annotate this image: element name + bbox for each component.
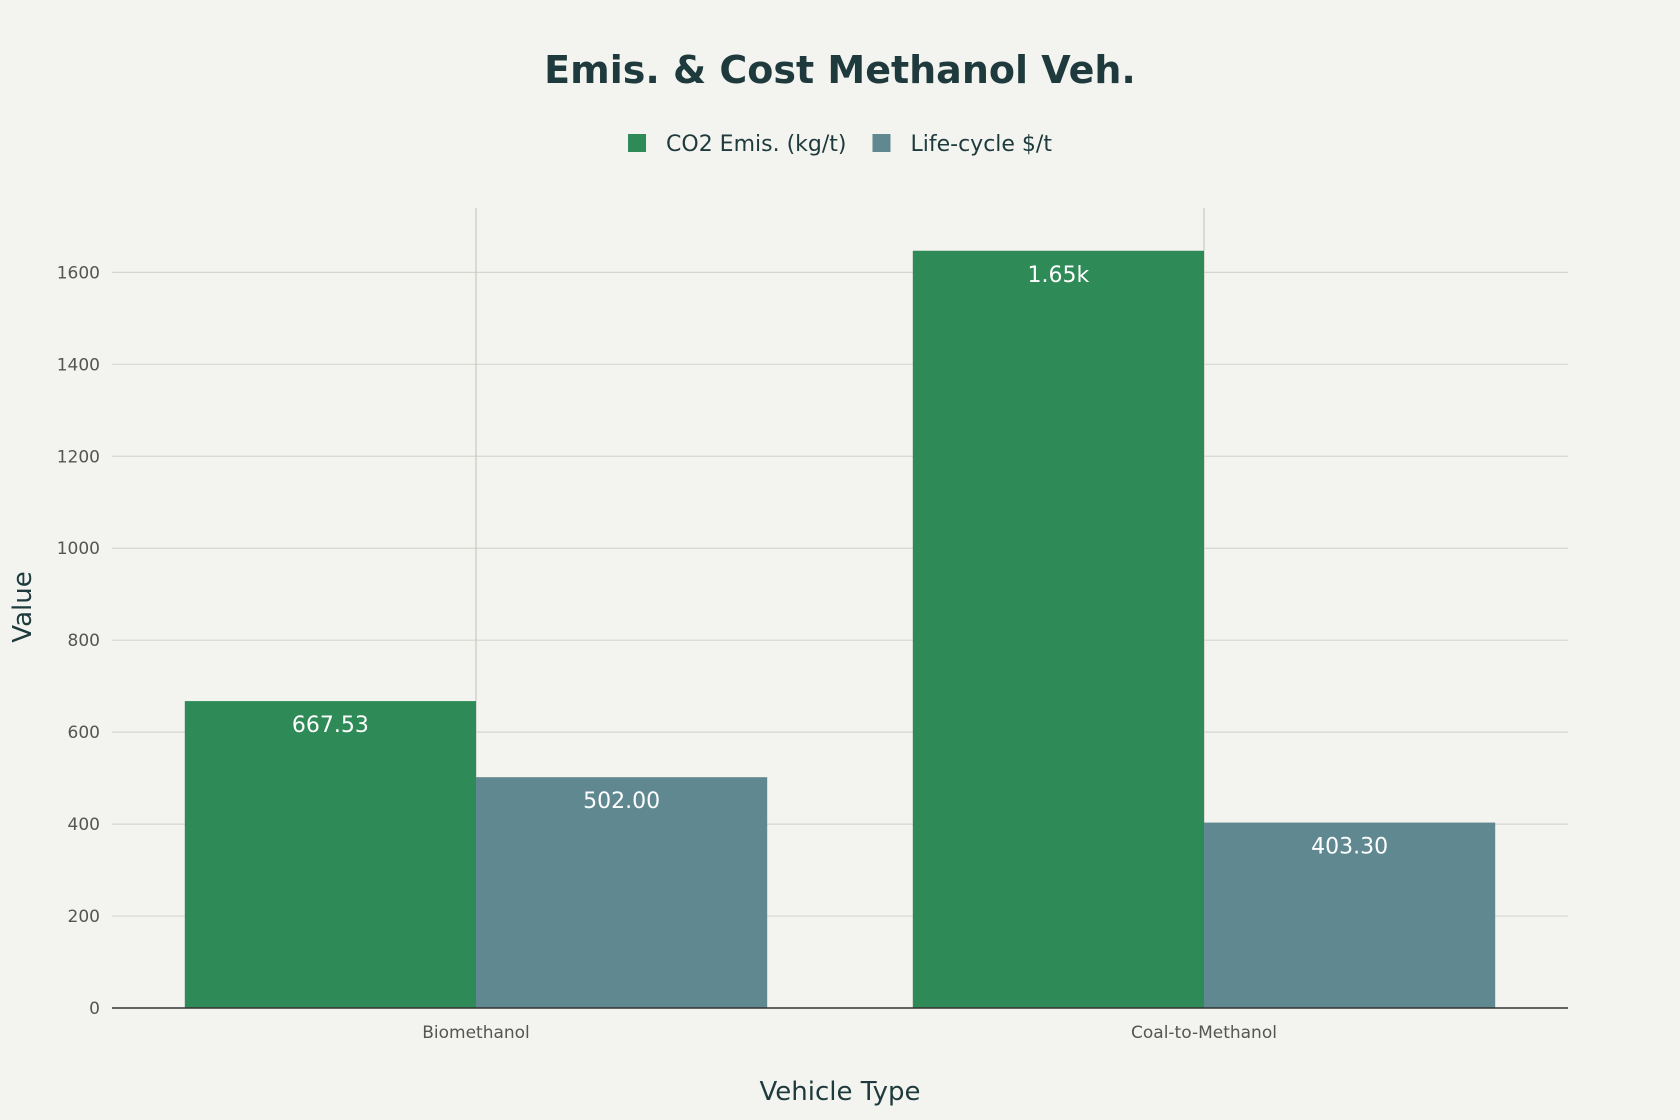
legend: CO2 Emis. (kg/t) Life-cycle $/t: [628, 132, 1052, 157]
y-axis-title: Value: [8, 571, 38, 642]
chart-title: Emis. & Cost Methanol Veh.: [544, 48, 1136, 92]
bar: [476, 777, 768, 1008]
y-tick-label: 1600: [57, 263, 100, 283]
axis-layer: 0 200 400 600 800 1000 1200 1400 1600 Biomethanol…: [57, 263, 1568, 1043]
y-tick-label: 0: [89, 999, 100, 1019]
y-tick-label: 800: [68, 631, 100, 651]
y-tick-label: 200: [68, 907, 100, 927]
labels-layer: 667.53 502.00 1.65k 403.30: [292, 263, 1388, 860]
legend-item: CO2 Emis. (kg/t): [628, 132, 846, 157]
bar-data-label: 403.30: [1311, 835, 1388, 860]
legend-label: Life-cycle $/t: [910, 132, 1052, 157]
x-axis-title: Vehicle Type: [760, 1077, 921, 1107]
y-tick-label: 1400: [57, 355, 100, 375]
bar-data-label: 667.53: [292, 713, 369, 738]
y-tick-label: 400: [68, 815, 100, 835]
bars-layer: [184, 250, 1496, 1009]
y-tick-label: 1000: [57, 539, 100, 559]
legend-swatch: [628, 134, 647, 152]
bar: [1204, 822, 1496, 1008]
bar-data-label: 1.65k: [1028, 263, 1090, 288]
bar: [184, 701, 477, 1008]
y-tick-label: 1200: [57, 447, 100, 467]
legend-item: Life-cycle $/t: [872, 132, 1052, 157]
bar-data-label: 502.00: [583, 789, 660, 814]
x-tick-label: Coal-to-Methanol: [1131, 1023, 1277, 1043]
legend-label: CO2 Emis. (kg/t): [666, 132, 846, 157]
legend-swatch: [872, 134, 891, 152]
x-tick-label: Biomethanol: [422, 1023, 530, 1043]
y-tick-label: 600: [68, 723, 100, 743]
bar: [912, 250, 1204, 1009]
